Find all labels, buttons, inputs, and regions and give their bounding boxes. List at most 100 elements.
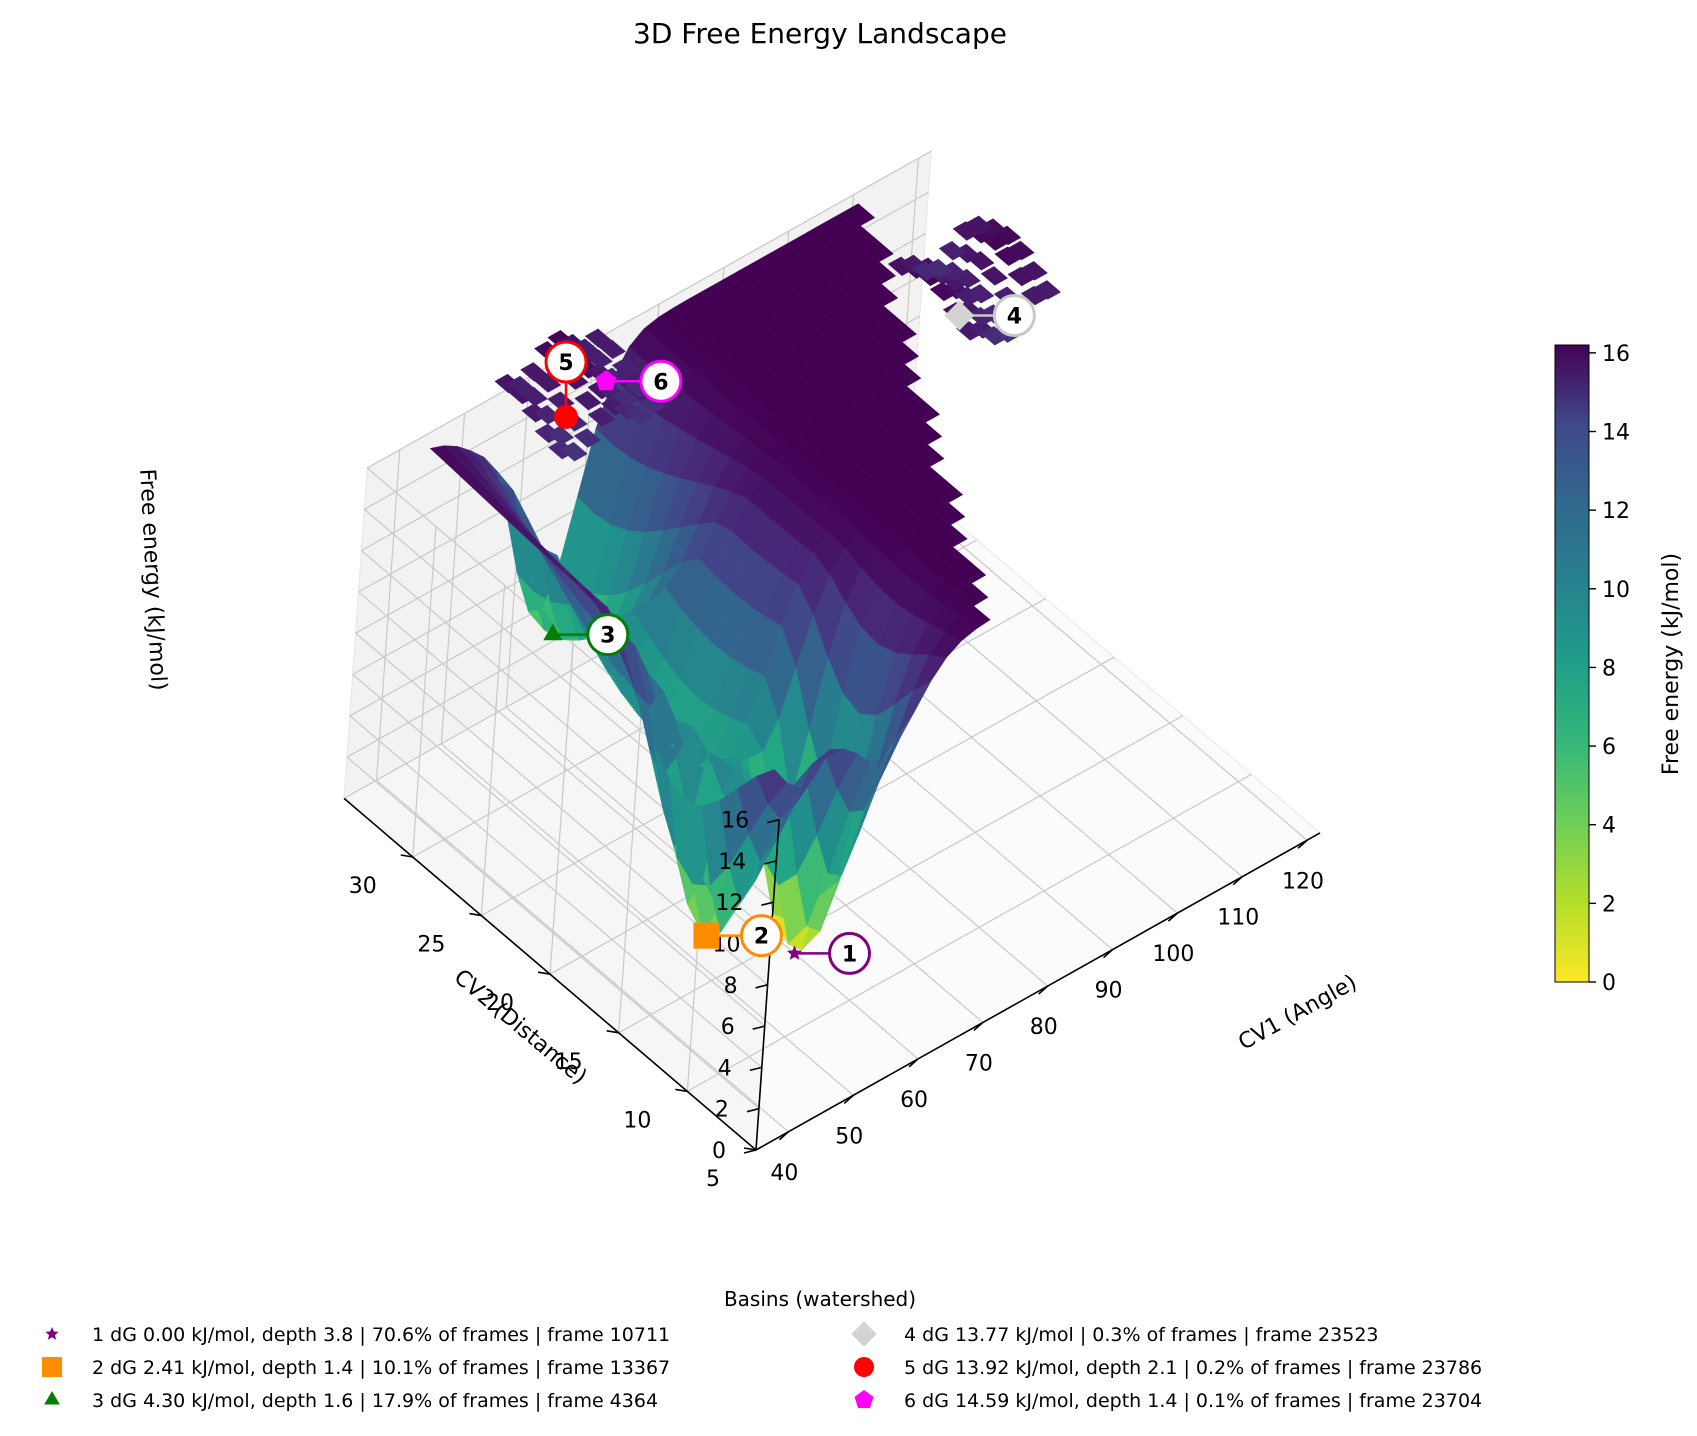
z-tick-label: 4	[718, 1056, 732, 1081]
z-tick-mark	[752, 1025, 765, 1030]
callout-number: 4	[1007, 305, 1022, 330]
basin-6-marker: 6	[595, 359, 683, 403]
surface-patch	[994, 246, 1022, 266]
x-tick-mark	[1297, 839, 1308, 849]
colorbar-ticks: 0 2 4 6 8 10 12 14 16	[1589, 342, 1630, 996]
legend-item: 1 dG 0.00 kJ/mol, depth 3.8 | 70.6% of f…	[45, 1324, 670, 1346]
legend-items: 1 dG 0.00 kJ/mol, depth 3.8 | 70.6% of f…	[42, 1321, 1482, 1412]
z-tick-mark	[755, 984, 768, 989]
surface-patch	[574, 390, 602, 411]
surface-patch	[598, 339, 626, 360]
surface-patch	[959, 605, 991, 630]
callout-badge	[586, 613, 630, 657]
surface-patch	[587, 407, 616, 427]
colorbar-tick-label: 8	[1602, 656, 1616, 681]
surface-patch	[584, 328, 613, 349]
legend-triangle-icon	[44, 1391, 60, 1405]
x-tick-mark	[1103, 948, 1114, 959]
surface-patch	[954, 560, 987, 584]
surface-patch	[506, 375, 535, 396]
z-tick-mark	[764, 860, 777, 865]
callout-number: 1	[842, 942, 857, 967]
colorbar-tick-label: 2	[1602, 892, 1616, 917]
legend-label: 2 dG 2.41 kJ/mol, depth 1.4 | 10.1% of f…	[92, 1357, 670, 1379]
callout-badge	[739, 914, 783, 958]
colorbar-tick-label: 10	[1602, 578, 1630, 603]
surface-patch	[560, 441, 588, 462]
surface-patch	[966, 283, 995, 304]
surface-patch	[931, 480, 964, 503]
y-tick-mark	[400, 854, 413, 858]
y-tick-mark	[606, 1030, 619, 1034]
colorbar-tick-label: 4	[1602, 814, 1616, 839]
surface-patch	[936, 524, 968, 548]
surface-patch	[1007, 266, 1035, 287]
legend-label: 1 dG 0.00 kJ/mol, depth 3.8 | 70.6% of f…	[92, 1324, 670, 1346]
callout-badge	[992, 294, 1036, 338]
z-tick-label: 6	[721, 1015, 735, 1040]
surface-patch	[866, 283, 899, 307]
surface-patch	[887, 256, 916, 277]
surface-patch	[887, 341, 920, 365]
x-tick-label: 110	[1217, 906, 1259, 931]
surface-patch	[908, 400, 941, 423]
z-tick-mark	[761, 901, 774, 906]
floor-gridline-y	[687, 773, 1252, 1092]
z-tick-mark	[767, 818, 780, 824]
y-tick-label: 20	[486, 991, 514, 1016]
y-tick-mark	[469, 912, 482, 917]
callout-number: 5	[558, 351, 573, 376]
x-tick-label: 120	[1282, 869, 1324, 894]
z-tick-mark	[743, 1149, 757, 1154]
triangle-icon	[543, 623, 563, 641]
legend-item: 5 dG 13.92 kJ/mol, depth 2.1 | 0.2% of f…	[854, 1357, 1482, 1379]
square-icon	[693, 922, 720, 949]
x-tick-label: 50	[835, 1124, 863, 1149]
z-tick-label: 16	[721, 809, 749, 834]
z-tick-label: 8	[724, 974, 738, 999]
surface-patch	[980, 325, 1009, 346]
surface-patch	[952, 221, 980, 241]
legend-label: 4 dG 13.77 kJ/mol | 0.3% of frames | fra…	[904, 1324, 1379, 1346]
z-tick-label: 12	[715, 891, 743, 916]
diamond-icon	[944, 300, 975, 331]
y-tick-label: 10	[623, 1108, 651, 1133]
surface-patch	[965, 215, 993, 236]
surface-patch	[980, 266, 1009, 286]
x-tick-mark	[1038, 985, 1049, 995]
basin-1-marker: 1	[786, 931, 872, 975]
x-tick-label: 40	[770, 1161, 798, 1186]
chart-title: 3D Free Energy Landscape	[633, 17, 1007, 50]
legend-item: 2 dG 2.41 kJ/mol, depth 1.4 | 10.1% of f…	[42, 1357, 670, 1379]
surface-patch	[611, 388, 640, 408]
surface-patch	[611, 357, 640, 378]
y-tick-label: 30	[349, 874, 377, 899]
z-tick-mark	[749, 1066, 762, 1072]
y-tick-label: 25	[417, 933, 445, 958]
callout-badge	[544, 340, 588, 384]
surface-patch	[912, 261, 940, 281]
x-tick-label: 70	[965, 1051, 993, 1076]
star-icon	[786, 945, 803, 960]
x-tick-mark	[973, 1021, 984, 1032]
legend-diamond-icon	[851, 1321, 877, 1347]
surface-patch	[925, 258, 953, 279]
surface-patch	[862, 239, 894, 263]
left-gridline-z	[349, 715, 763, 1068]
x-tick-label: 80	[1030, 1015, 1058, 1040]
left-gridline-z	[346, 756, 760, 1110]
y-tick-mark	[537, 971, 551, 975]
z-tick-label: 0	[712, 1139, 726, 1164]
basin-5-marker: 5	[544, 340, 588, 429]
x-tick-mark	[778, 1131, 789, 1141]
legend-square-icon	[42, 1357, 62, 1377]
x-tick-label: 60	[900, 1088, 928, 1113]
surface-patch	[1007, 240, 1035, 261]
surface-patch	[585, 349, 613, 369]
basin-3-marker: 3	[543, 613, 630, 657]
floor-gridline-y	[618, 715, 1184, 1034]
legend-item: 4 dG 13.77 kJ/mol | 0.3% of frames | fra…	[851, 1321, 1379, 1347]
y-tick-mark	[675, 1088, 688, 1093]
legend-circle-icon	[854, 1357, 874, 1377]
